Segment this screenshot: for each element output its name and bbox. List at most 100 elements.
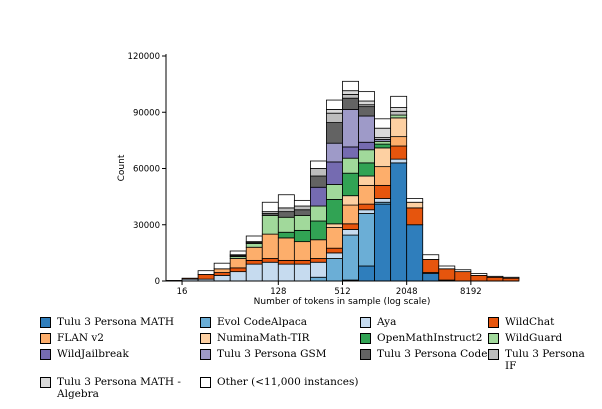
legend-swatch — [200, 377, 211, 388]
bar-segment — [293, 199, 311, 207]
bar-segment — [358, 106, 375, 117]
y-tick-label: 90000 — [133, 108, 160, 118]
bar-segment — [342, 146, 359, 159]
legend-swatch — [360, 333, 371, 344]
bar-segment — [229, 250, 247, 256]
bar-segment — [486, 276, 504, 282]
bar-segment — [374, 118, 392, 129]
bar-segment — [438, 265, 456, 270]
legend-swatch — [40, 317, 51, 328]
legend-item: FLAN v2 — [40, 332, 200, 344]
bar-segment — [358, 213, 375, 267]
bar-segment — [374, 184, 392, 199]
bar-segment — [454, 271, 472, 282]
bar-segment — [261, 214, 279, 235]
bar-segment — [390, 110, 408, 116]
bar-segment — [229, 267, 247, 273]
bar-segment — [326, 184, 343, 200]
bar-segment — [406, 207, 424, 226]
bar-segment — [374, 127, 392, 138]
legend-label: Tulu 3 Persona Code — [377, 348, 488, 360]
bar-segment — [293, 259, 311, 265]
bar-segment — [358, 265, 375, 282]
bar-segment — [454, 269, 472, 273]
bar-segment — [358, 209, 375, 214]
legend-label: WildChat — [505, 316, 555, 328]
legend-label: OpenMathInstruct2 — [377, 332, 483, 344]
legend-label: FLAN v2 — [57, 332, 104, 344]
legend-swatch — [488, 333, 499, 344]
bar-segment — [181, 277, 199, 280]
legend-swatch — [488, 317, 499, 328]
legend: Tulu 3 Persona MATH Evol CodeAlpaca Aya Wil… — [40, 316, 600, 400]
bar-segment — [342, 204, 359, 225]
bar-segment — [374, 140, 392, 145]
bar-segment — [277, 216, 295, 233]
bar-segment — [326, 142, 343, 163]
stacked-histogram-chart: 0 30000 60000 90000 120000 16 128 512 2048 8192 N… — [117, 52, 520, 307]
legend-label: WildGuard — [505, 332, 563, 344]
bar-segment — [293, 214, 311, 231]
bar-segment — [406, 198, 424, 203]
legend-label: Tulu 3 Persona GSM — [217, 348, 327, 360]
bar-segment — [197, 274, 215, 280]
legend-swatch — [360, 349, 371, 360]
bar-segment — [277, 259, 295, 265]
bar-segment — [310, 168, 327, 177]
y-tick-label: 120000 — [128, 52, 160, 62]
bar-segment — [310, 261, 327, 278]
legend-swatch — [40, 333, 51, 344]
bar-segment — [261, 201, 279, 213]
legend-item: Tulu 3 Persona IF — [488, 348, 598, 372]
legend-swatch — [200, 333, 211, 344]
legend-label: Other (<11,000 instances) — [217, 376, 359, 388]
bar-segment — [277, 211, 295, 218]
legend-swatch — [40, 377, 51, 388]
bar-segment — [261, 233, 279, 259]
bar-segment — [390, 145, 408, 160]
bar-segment — [326, 199, 343, 225]
bar-segment — [342, 157, 359, 174]
bar-segment — [310, 258, 327, 263]
bar-segment — [358, 115, 375, 143]
bars-layer — [165, 80, 520, 282]
legend-label: Tulu 3 Persona MATH - Algebra — [57, 376, 181, 400]
bar-segment — [374, 147, 392, 168]
bar-segment — [342, 234, 359, 281]
bar-segment — [358, 149, 375, 164]
bar-segment — [470, 274, 488, 282]
bar-segment — [213, 272, 231, 276]
legend-label: Tulu 3 Persona MATH — [57, 316, 175, 328]
legend-item: WildChat — [488, 316, 598, 328]
bar-segment — [245, 263, 263, 282]
bar-segment — [422, 259, 440, 273]
legend-item: NuminaMath-TIR — [200, 332, 360, 344]
bar-segment — [213, 268, 231, 273]
legend-swatch — [488, 349, 499, 360]
bar-segment — [342, 172, 359, 197]
bar-segment — [277, 263, 295, 282]
bar-segment — [293, 209, 311, 216]
bar-segment — [470, 273, 488, 276]
legend-swatch — [200, 349, 211, 360]
bar-segment — [374, 203, 392, 282]
legend-item: Tulu 3 Persona MATH — [40, 316, 200, 328]
bar-segment — [374, 198, 392, 203]
legend-label: WildJailbreak — [57, 348, 129, 360]
bar-segment — [374, 166, 392, 186]
bar-segment — [342, 109, 359, 148]
bar-segment — [310, 160, 327, 169]
bar-segment — [326, 252, 343, 259]
legend-label: Tulu 3 Persona IF — [505, 348, 585, 372]
bar-segment — [310, 276, 327, 282]
bar-segment — [326, 122, 343, 144]
x-tick-label: 512 — [334, 287, 350, 297]
axes-layer: 0 30000 60000 90000 120000 16 128 512 2048 8192 — [128, 52, 519, 297]
bar-segment — [390, 162, 408, 282]
bar-segment — [277, 194, 295, 209]
bar-segment — [229, 271, 247, 282]
bar-segment — [358, 141, 375, 151]
bar-segment — [213, 274, 231, 282]
bar-segment — [438, 268, 456, 281]
bar-segment — [245, 243, 263, 248]
